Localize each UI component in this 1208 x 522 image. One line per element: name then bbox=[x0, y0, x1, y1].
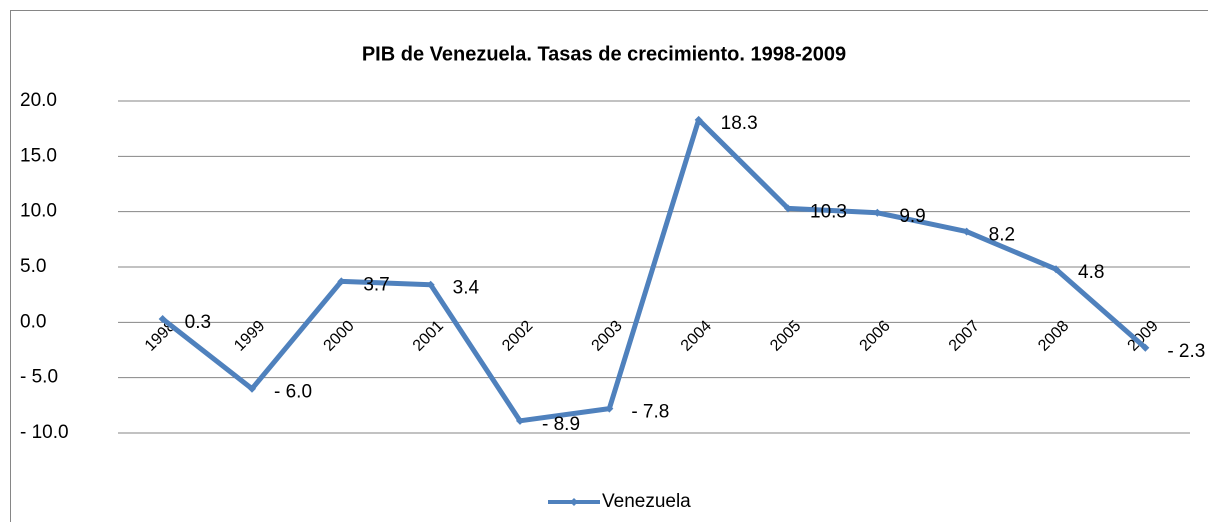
data-label: - 6.0 bbox=[274, 382, 312, 403]
y-tick-label: 5.0 bbox=[20, 256, 46, 277]
marker bbox=[1052, 265, 1060, 274]
marker bbox=[962, 227, 971, 236]
marker bbox=[337, 277, 346, 286]
marker bbox=[516, 416, 524, 425]
data-label: 0.3 bbox=[185, 312, 211, 333]
y-tick-label: 15.0 bbox=[20, 145, 57, 166]
y-tick-label: - 10.0 bbox=[20, 422, 69, 443]
y-tick-label: 10.0 bbox=[20, 201, 57, 222]
data-label: 4.8 bbox=[1078, 262, 1104, 283]
data-label: - 2.3 bbox=[1167, 341, 1205, 362]
y-tick-label: 20.0 bbox=[20, 90, 57, 111]
marker bbox=[784, 204, 792, 213]
chart-title: PIB de Venezuela. Tasas de crecimiento. … bbox=[362, 43, 846, 65]
marker bbox=[1141, 343, 1150, 352]
data-label: 3.4 bbox=[453, 278, 480, 299]
marker bbox=[248, 384, 256, 393]
marker bbox=[158, 315, 167, 324]
marker bbox=[873, 208, 882, 217]
data-label: 10.3 bbox=[810, 201, 847, 222]
chart-border bbox=[10, 10, 1208, 522]
data-label: - 7.8 bbox=[631, 402, 669, 423]
data-label: 9.9 bbox=[899, 206, 925, 227]
series-line bbox=[161, 117, 1147, 424]
data-label: 18.3 bbox=[721, 113, 758, 134]
marker bbox=[426, 280, 435, 289]
marker bbox=[694, 115, 703, 124]
legend-label: Venezuela bbox=[602, 491, 691, 512]
data-label: 3.7 bbox=[363, 274, 389, 295]
legend-marker bbox=[570, 498, 578, 506]
y-tick-label: - 5.0 bbox=[20, 367, 58, 388]
y-tick-label: 0.0 bbox=[20, 311, 46, 332]
data-label: - 8.9 bbox=[542, 414, 580, 435]
data-label: 8.2 bbox=[989, 225, 1015, 246]
marker bbox=[605, 404, 614, 413]
